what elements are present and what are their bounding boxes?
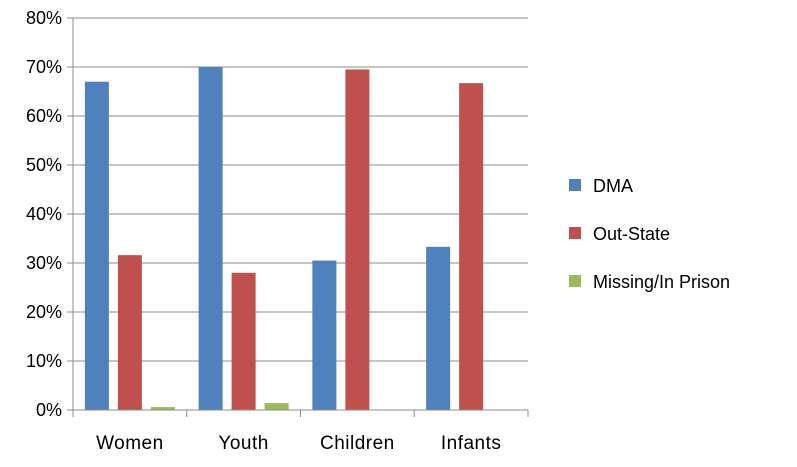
y-tick-label: 40% (26, 204, 62, 224)
y-tick-label: 20% (26, 302, 62, 322)
bars (84, 67, 484, 411)
legend-label: DMA (593, 176, 633, 196)
y-tick-label: 0% (36, 400, 62, 420)
x-tick-label: Women (96, 433, 164, 454)
bar-infants-dma (426, 246, 451, 410)
y-tick-label: 50% (26, 155, 62, 175)
legend-label: Out-State (593, 224, 670, 244)
y-tick-label: 30% (26, 253, 62, 273)
legend-label: Missing/In Prison (593, 272, 730, 292)
bar-women-out-state (117, 255, 142, 410)
legend-swatch (569, 275, 581, 287)
x-tick-label: Children (320, 433, 395, 454)
bar-infants-out-state (459, 83, 484, 411)
y-tick-label: 10% (26, 351, 62, 371)
bar-youth-dma (198, 67, 223, 410)
legend-swatch (569, 179, 581, 191)
bar-women-dma (84, 81, 109, 410)
gridlines (73, 17, 528, 362)
legend-item: Out-State (569, 224, 670, 244)
x-tick-label: Infants (441, 433, 502, 454)
y-tick-label: 70% (26, 57, 62, 77)
bar-children-dma (312, 260, 337, 410)
legend-swatch (569, 227, 581, 239)
y-tick-label: 80% (26, 8, 62, 28)
legend-item: DMA (569, 176, 633, 196)
legend-item: Missing/In Prison (569, 272, 730, 292)
y-tick-label: 60% (26, 106, 62, 126)
bar-children-out-state (345, 69, 370, 410)
axes: 0% 10% 20% 30% 40% 50% 60% 70% 80% Women Youth Chil… (26, 8, 529, 454)
bar-women-missing-in-prison (150, 407, 175, 410)
bar-youth-missing-in-prison (264, 403, 289, 410)
legend: DMA Out-State Missing/In Prison (569, 176, 730, 292)
x-tick-label: Youth (218, 433, 268, 454)
bar-youth-out-state (231, 272, 256, 410)
